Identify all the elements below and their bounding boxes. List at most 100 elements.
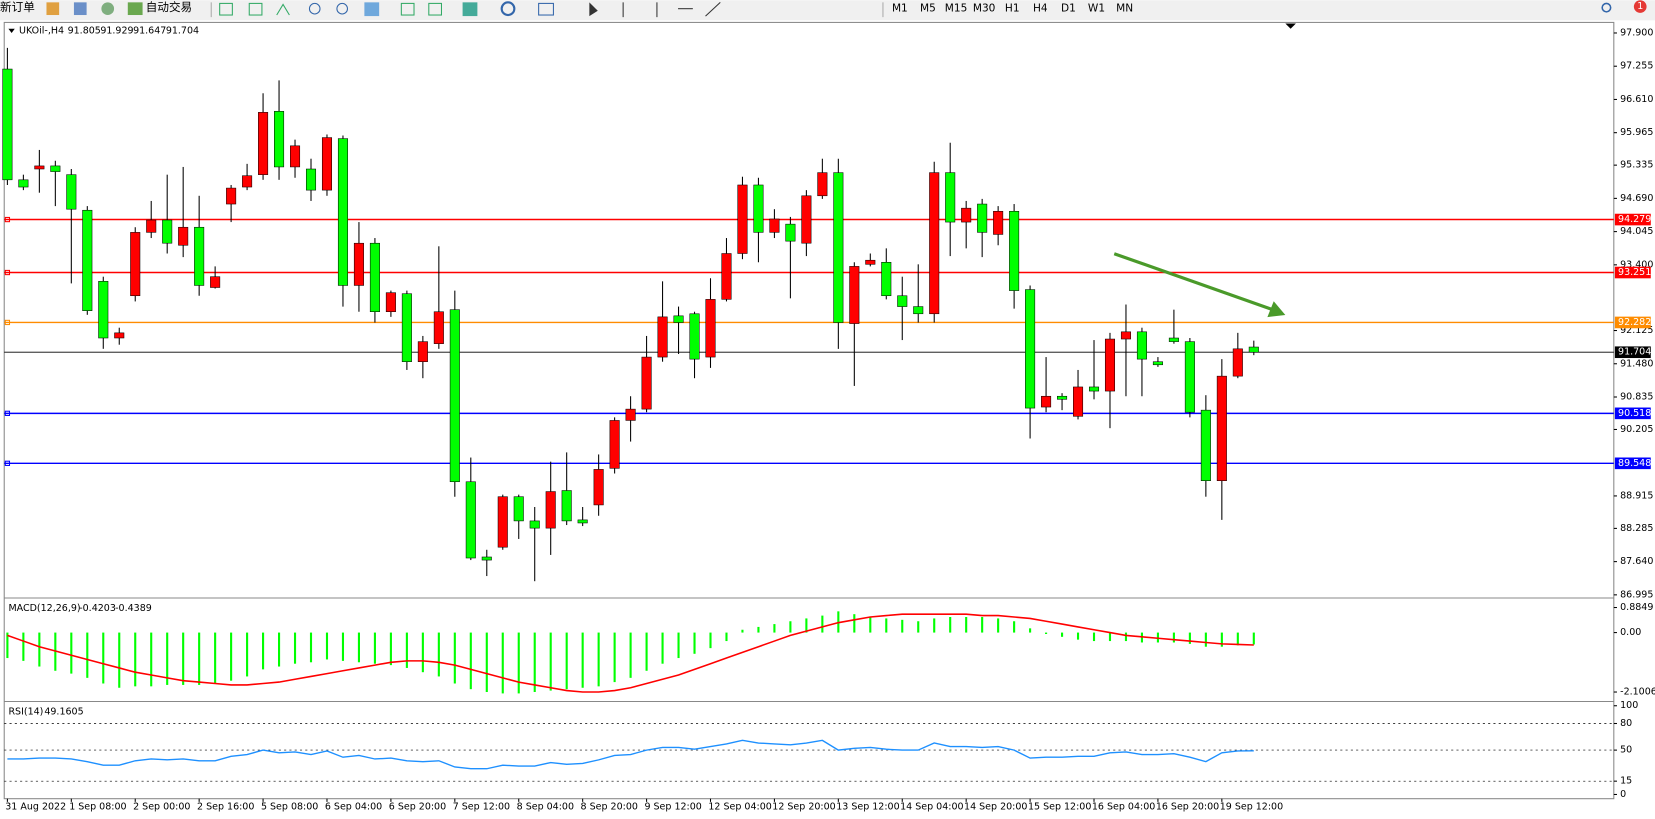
- timeframe-button[interactable]: W1: [1088, 3, 1105, 15]
- candle-body: [785, 223, 796, 242]
- candle-body: [1168, 337, 1179, 342]
- x-tick-label: 2 Sep 00:00: [133, 802, 190, 813]
- candle-body: [82, 209, 93, 311]
- x-tick-label: 6 Sep 20:00: [389, 802, 446, 813]
- annotation-arrow: [1113, 252, 1277, 313]
- timeframe-button[interactable]: H1: [1005, 3, 1020, 15]
- zoom-out[interactable]: [336, 2, 349, 15]
- x-tick-label: 12 Sep 20:00: [772, 802, 835, 813]
- x-tick-label: 14 Sep 20:00: [964, 802, 1027, 813]
- timeframe-button[interactable]: D1: [1061, 3, 1076, 15]
- price-label-bg: [1614, 457, 1651, 470]
- icon[interactable]: [364, 2, 380, 17]
- candle-body: [18, 179, 29, 188]
- candle-body: [1041, 395, 1052, 408]
- x-tick-label: 7 Sep 12:00: [453, 802, 510, 813]
- candle-body: [1088, 386, 1100, 392]
- candle-body: [1104, 338, 1116, 392]
- timeframe-button[interactable]: M15: [945, 3, 968, 15]
- indicator-title: RSI(14): [8, 707, 43, 718]
- icon[interactable]: [462, 2, 478, 17]
- x-tick-label: 1 Sep 08:00: [69, 802, 126, 813]
- new-order-button[interactable]: 新订单: [0, 0, 35, 14]
- candle-body: [66, 174, 77, 210]
- y-tick-label: -2.1006: [1620, 687, 1655, 698]
- y-tick-label: 90.205: [1620, 424, 1653, 435]
- candle-body: [705, 299, 716, 358]
- candle-body: [1073, 386, 1084, 417]
- y-tick-label: 95.335: [1620, 160, 1653, 171]
- candle-body: [769, 218, 780, 233]
- timeframe-button[interactable]: M1: [892, 3, 908, 15]
- cursor-icon[interactable]: [589, 2, 598, 17]
- candle-body: [305, 168, 317, 191]
- icon[interactable]: [248, 2, 263, 16]
- y-tick-label: 92.125: [1620, 325, 1653, 336]
- icon[interactable]: [538, 2, 554, 16]
- last-price-label: 91.704: [1618, 347, 1651, 358]
- price-label: 90.518: [1618, 408, 1651, 419]
- ohlc-value: 91.647: [133, 25, 166, 36]
- y-tick-label: 80: [1620, 718, 1632, 729]
- candle-body: [1152, 361, 1163, 366]
- candle-body: [897, 295, 908, 307]
- candle-body: [290, 145, 301, 168]
- trendline-icon[interactable]: [705, 1, 721, 17]
- zoom-in[interactable]: [308, 2, 321, 15]
- candle-body: [577, 519, 588, 524]
- icon[interactable]: [101, 2, 115, 16]
- ohlc-value: 91.805: [68, 25, 101, 36]
- price-label: 92.282: [1618, 317, 1651, 328]
- icon[interactable]: [428, 2, 443, 16]
- timeframe-button[interactable]: M5: [920, 3, 936, 15]
- y-tick-label: 15: [1620, 776, 1632, 787]
- candle-body: [34, 165, 45, 170]
- candle-body: [1184, 341, 1195, 413]
- auto-trading-button[interactable]: 自动交易: [146, 0, 192, 14]
- icon[interactable]: [400, 2, 415, 16]
- candle-body: [1057, 395, 1068, 400]
- toolbar-bg: [0, 0, 1655, 21]
- notification-count: 1: [1637, 1, 1643, 12]
- candle-body: [801, 195, 812, 244]
- candle-body: [178, 226, 189, 246]
- timeframe-button[interactable]: MN: [1116, 3, 1133, 15]
- candle-body: [242, 175, 253, 188]
- y-tick-label: 96.610: [1620, 94, 1653, 105]
- icon[interactable]: [46, 2, 60, 16]
- line-handle: [4, 460, 11, 466]
- y-tick-label: 0: [1620, 789, 1626, 800]
- icon[interactable]: [500, 1, 516, 17]
- icon[interactable]: [219, 2, 233, 16]
- y-tick-label: 91.480: [1620, 358, 1653, 369]
- annotation-arrowhead: [1267, 301, 1286, 318]
- plot-area: 97.900 97.255 96.610 95.965 95.335 94.690 94.0…: [2, 25, 1655, 813]
- x-tick-label: 16 Sep 20:00: [1156, 802, 1219, 813]
- timeframe-button[interactable]: M30: [973, 3, 996, 15]
- line-handle: [4, 410, 11, 416]
- notification-badge[interactable]: [1633, 0, 1647, 13]
- candle-body: [561, 490, 572, 522]
- chart-title: UKOil-,H4: [19, 25, 64, 36]
- x-tick-label: 13 Sep 12:00: [836, 802, 899, 813]
- timeframe-button[interactable]: H4: [1033, 3, 1048, 15]
- icon[interactable]: [73, 2, 87, 16]
- candle-body: [497, 496, 508, 548]
- price-label: 89.548: [1618, 458, 1651, 469]
- candle-body: [1025, 289, 1036, 409]
- auto-trading-icon[interactable]: [127, 2, 143, 16]
- candle-body: [385, 292, 396, 312]
- y-tick-label: 88.285: [1620, 523, 1653, 534]
- price-label-bg: [1614, 407, 1651, 420]
- icon[interactable]: [276, 3, 290, 16]
- price-label-bg: [1614, 316, 1651, 329]
- candle-body: [513, 496, 524, 522]
- candle-body: [817, 172, 828, 197]
- x-tick-label: 9 Sep 12:00: [644, 802, 701, 813]
- search-icon[interactable]: [1601, 2, 1612, 13]
- signal-line: [7, 613, 1254, 693]
- candle-body: [913, 306, 924, 315]
- shift-marker: [1285, 23, 1296, 29]
